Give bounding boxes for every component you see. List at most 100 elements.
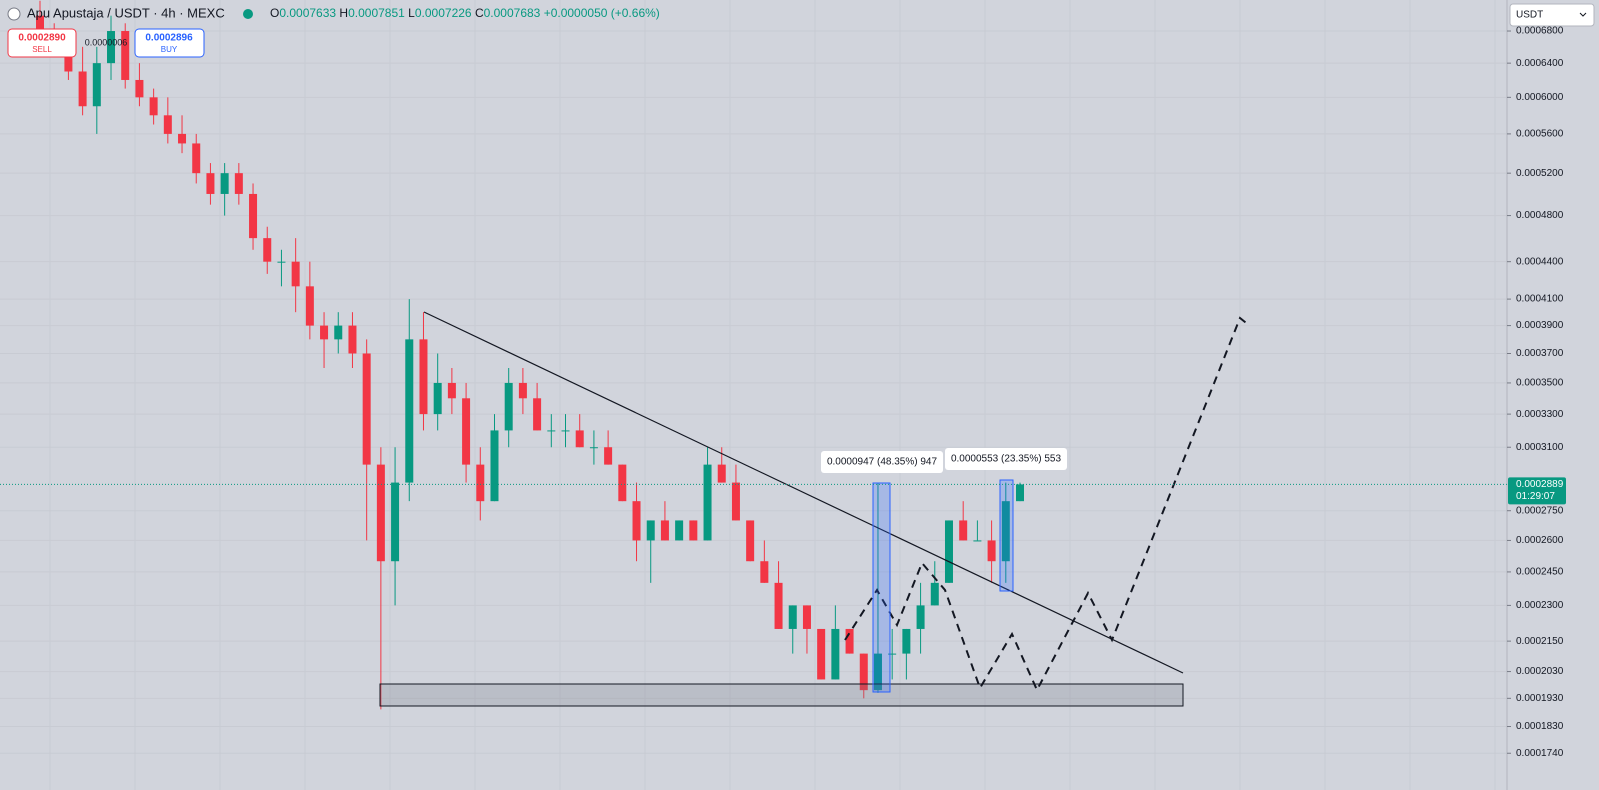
y-tick-label: 0.0006800 — [1516, 26, 1564, 37]
candle-body — [234, 173, 243, 194]
candle-body — [277, 261, 286, 263]
measure-label: 0.0000947 (48.35%) 947 — [827, 457, 938, 468]
candle-body — [959, 520, 968, 541]
candle-body — [192, 143, 201, 174]
y-tick-label: 0.0005200 — [1516, 168, 1564, 179]
value: 0.0007683 — [484, 6, 541, 20]
y-tick-label: 0.0005600 — [1516, 129, 1564, 140]
candle-body — [36, 15, 44, 32]
candle-body — [788, 605, 797, 629]
currency-select[interactable] — [1509, 3, 1595, 27]
measure-range — [872, 482, 891, 693]
candle-body — [589, 447, 598, 449]
candle-body — [149, 97, 158, 116]
y-tick-label: 0.0003500 — [1516, 378, 1564, 389]
last-price-box — [1508, 477, 1566, 505]
candle-body — [490, 430, 499, 502]
candle-body — [121, 31, 130, 80]
candle-body — [92, 63, 101, 107]
y-tick-label: 0.0003100 — [1516, 442, 1564, 453]
buy-price[interactable]: 0.0002896 — [145, 33, 193, 44]
candle-body — [703, 464, 712, 541]
value: 0.0007633 — [279, 6, 336, 20]
candle-body — [831, 628, 840, 680]
candle-body — [916, 605, 925, 629]
candle-body — [1001, 501, 1010, 562]
candle-body — [376, 464, 385, 562]
candle-body — [334, 325, 343, 340]
y-tick-label: 0.0002030 — [1516, 666, 1564, 677]
candle-body — [675, 520, 684, 541]
candle-body — [632, 501, 641, 541]
candles — [36, 0, 1024, 710]
buy-label[interactable]: BUY — [161, 45, 178, 54]
trendline — [423, 311, 1184, 674]
label: H — [339, 6, 348, 20]
y-tick-label: 0.0004800 — [1516, 210, 1564, 221]
sell-button[interactable] — [7, 28, 77, 58]
dropdown-arrow[interactable] — [1579, 12, 1587, 17]
candle-body — [731, 482, 740, 521]
candle-body — [504, 382, 513, 431]
measure-label-box — [945, 448, 1067, 470]
measure-label: 0.0000553 (23.35%) 553 — [951, 454, 1062, 465]
symbol-title: Apu Apustaja / USDT · 4h · MEXC — [27, 5, 225, 20]
candle-body — [760, 561, 769, 583]
buy-button[interactable] — [134, 28, 205, 58]
candle-body — [660, 520, 669, 541]
candle-body — [873, 653, 882, 691]
candle-body — [604, 447, 613, 465]
y-tick-label: 0.0003300 — [1516, 409, 1564, 420]
candle-body — [973, 540, 982, 542]
candle-body — [845, 628, 854, 654]
candle-body — [930, 582, 939, 606]
candle-body — [291, 261, 300, 287]
y-tick-label: 0.0004400 — [1516, 256, 1564, 267]
measure-label-box — [821, 451, 943, 473]
candle-body — [746, 520, 755, 562]
change: +0.0000050 (+0.66%) — [544, 6, 660, 20]
candle-body — [802, 605, 811, 629]
candle-body — [362, 353, 371, 465]
candle-body — [774, 582, 783, 629]
price-axis: 0.0006800 0.0006400 0.0006000 0.0005600 0.00… — [1507, 26, 1564, 759]
sell-price[interactable]: 0.0002890 — [18, 33, 66, 44]
candle-body — [405, 339, 414, 483]
label: L — [408, 6, 415, 20]
spread: 0.0000006 — [85, 37, 128, 47]
candle-body — [178, 133, 187, 144]
candle-body — [561, 430, 570, 432]
candle-body — [447, 382, 456, 399]
last-price-label: 0.0002889 — [1516, 479, 1564, 490]
candle-body — [859, 653, 868, 691]
candle-body — [206, 173, 215, 194]
market-status — [243, 9, 253, 19]
candle-body — [348, 325, 357, 354]
label: C — [475, 6, 484, 20]
candle-body — [220, 173, 229, 194]
value: 0.0007226 — [415, 6, 472, 20]
candle-body — [263, 238, 272, 262]
candle-body — [533, 398, 542, 431]
support-zone — [379, 683, 1184, 707]
sell-label[interactable]: SELL — [32, 45, 52, 54]
candle-body — [249, 193, 258, 239]
y-tick-label: 0.0006000 — [1516, 92, 1564, 103]
y-tick-label: 0.0002450 — [1516, 567, 1564, 578]
y-tick-label: 0.0001830 — [1516, 721, 1564, 732]
symbol-icon — [7, 7, 21, 21]
candle-body — [64, 46, 73, 72]
y-tick-label: 0.0002600 — [1516, 535, 1564, 546]
candle-body — [717, 464, 726, 483]
y-tick-label: 0.0002750 — [1516, 505, 1564, 516]
candle-body — [646, 520, 655, 541]
y-tick-label: 0.0002300 — [1516, 600, 1564, 611]
candle-body — [575, 430, 584, 448]
candle-body — [987, 540, 996, 562]
currency-label[interactable]: USDT — [1516, 10, 1543, 21]
candle-body — [547, 430, 556, 432]
y-tick-label: 0.0001930 — [1516, 693, 1564, 704]
candle-body — [888, 653, 897, 655]
y-tick-label: 0.0003700 — [1516, 348, 1564, 359]
projection-path — [844, 316, 1251, 693]
